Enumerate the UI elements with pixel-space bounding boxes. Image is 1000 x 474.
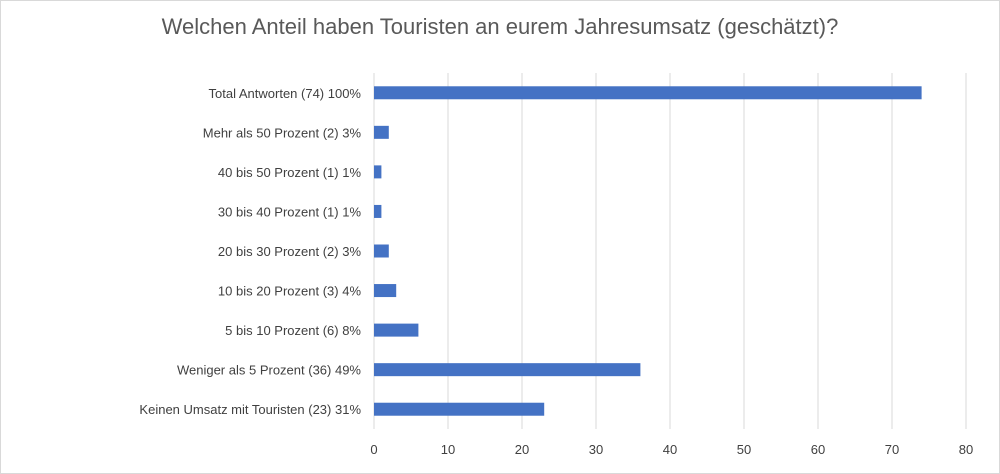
bar: [374, 284, 397, 298]
bar: [374, 165, 382, 179]
bars: [374, 86, 922, 416]
bar: [374, 204, 382, 218]
bar: [374, 323, 419, 337]
bar: [374, 244, 389, 258]
category-label: 10 bis 20 Prozent (3) 4%: [218, 284, 362, 299]
x-tick-label: 70: [885, 442, 899, 457]
x-tick-label: 0: [370, 442, 377, 457]
bar: [374, 125, 389, 139]
bar: [374, 402, 545, 416]
x-tick-label: 30: [589, 442, 603, 457]
x-tick-label: 50: [737, 442, 751, 457]
category-label: Total Antworten (74) 100%: [209, 86, 362, 101]
bar: [374, 86, 922, 100]
x-tick-label: 80: [959, 442, 973, 457]
x-tick-label: 40: [663, 442, 677, 457]
category-label: Keinen Umsatz mit Touristen (23) 31%: [139, 402, 361, 417]
category-label: 5 bis 10 Prozent (6) 8%: [225, 323, 361, 338]
category-label: 30 bis 40 Prozent (1) 1%: [218, 204, 362, 219]
x-tick-label: 20: [515, 442, 529, 457]
chart-title: Welchen Anteil haben Touristen an eurem …: [161, 14, 839, 39]
category-label: Mehr als 50 Prozent (2) 3%: [203, 125, 362, 140]
x-tick-labels: 0 10 20 30 40 50 60 70 80: [370, 442, 973, 457]
category-label: Weniger als 5 Prozent (36) 49%: [177, 363, 361, 378]
category-labels: Total Antworten (74) 100% Mehr als 50 Pro…: [139, 86, 361, 417]
x-tick-label: 10: [441, 442, 455, 457]
category-label: 20 bis 30 Prozent (2) 3%: [218, 244, 362, 259]
category-label: 40 bis 50 Prozent (1) 1%: [218, 165, 362, 180]
x-tick-label: 60: [811, 442, 825, 457]
bar: [374, 363, 641, 377]
